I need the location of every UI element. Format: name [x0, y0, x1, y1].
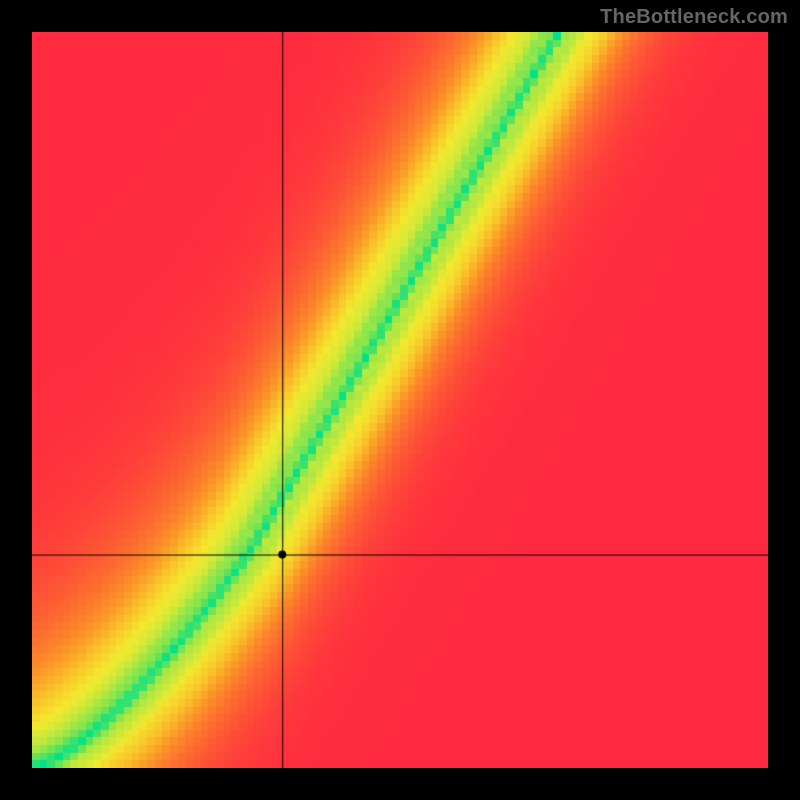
chart-container: TheBottleneck.com [0, 0, 800, 800]
watermark-text: TheBottleneck.com [600, 6, 788, 29]
bottleneck-heatmap [32, 32, 768, 768]
